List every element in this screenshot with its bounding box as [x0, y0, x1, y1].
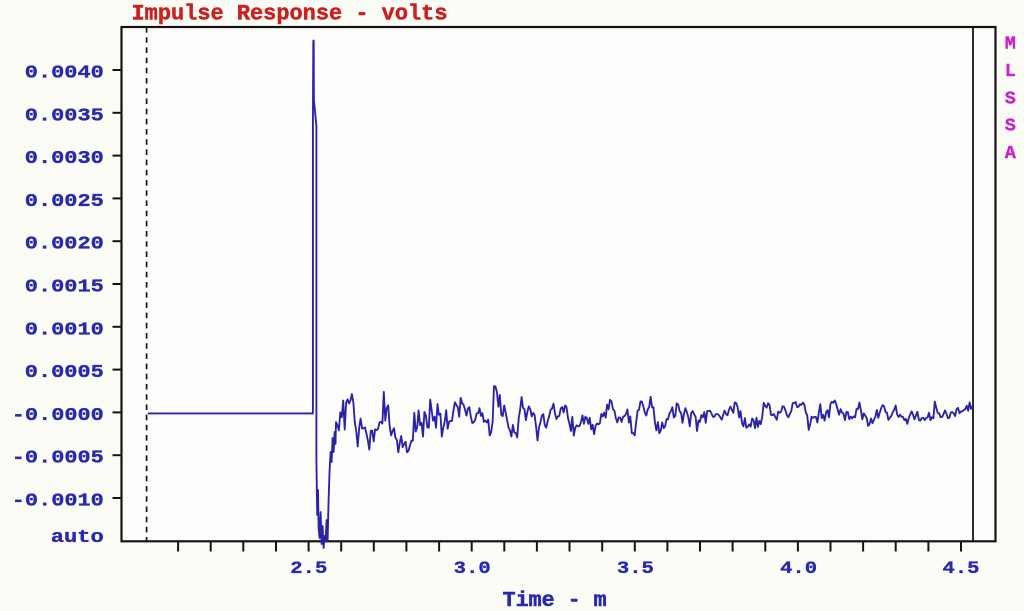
- svg-text:Time - m: Time - m: [503, 590, 607, 611]
- svg-text:S: S: [1005, 116, 1016, 137]
- svg-text:0.0035: 0.0035: [25, 106, 104, 126]
- svg-text:S: S: [1005, 88, 1016, 109]
- svg-text:L: L: [1005, 61, 1016, 82]
- svg-text:2.5: 2.5: [290, 559, 327, 579]
- svg-text:3.0: 3.0: [454, 559, 491, 579]
- svg-text:-0.0000: -0.0000: [12, 406, 104, 426]
- svg-text:4.5: 4.5: [943, 559, 980, 579]
- svg-text:0.0005: 0.0005: [25, 363, 104, 383]
- svg-text:0.0025: 0.0025: [25, 192, 104, 212]
- svg-text:-0.0005: -0.0005: [12, 449, 104, 469]
- svg-text:Impulse Response - volts: Impulse Response - volts: [132, 2, 448, 27]
- svg-text:3.5: 3.5: [617, 559, 654, 579]
- svg-text:auto: auto: [51, 528, 104, 548]
- svg-text:-0.0010: -0.0010: [12, 492, 104, 512]
- svg-text:0.0015: 0.0015: [25, 278, 104, 298]
- svg-text:4.0: 4.0: [780, 559, 817, 579]
- svg-text:0.0030: 0.0030: [25, 149, 104, 169]
- svg-text:0.0010: 0.0010: [25, 320, 104, 340]
- svg-text:A: A: [1005, 143, 1017, 164]
- svg-text:0.0020: 0.0020: [25, 235, 104, 255]
- svg-text:0.0040: 0.0040: [25, 64, 104, 84]
- svg-text:M: M: [1005, 34, 1016, 55]
